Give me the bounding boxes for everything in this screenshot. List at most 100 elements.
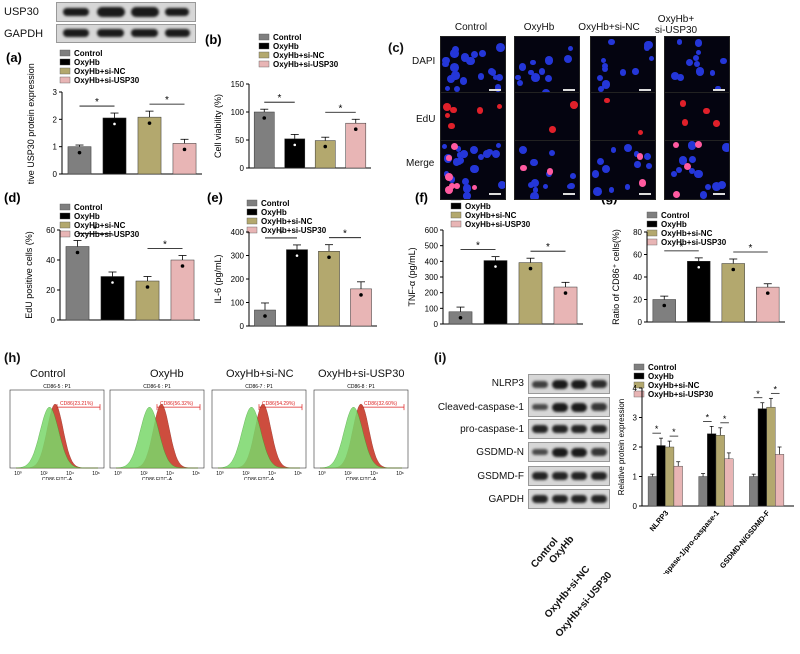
- legend-label-control: Control: [661, 211, 689, 220]
- sig-star: *: [476, 241, 480, 252]
- blot-band: [551, 447, 568, 457]
- data-point: [110, 280, 115, 285]
- blot-label-gsdmd-f: GSDMD-F: [477, 471, 524, 482]
- edu-cell: [444, 112, 450, 119]
- gate-label: CD86(54.29%): [262, 401, 295, 407]
- y-tick-label: 80: [633, 228, 642, 237]
- flow-title-oxyhb: OxyHb: [150, 368, 184, 380]
- data-point: [75, 250, 80, 255]
- blot-band: [590, 448, 607, 456]
- bar-control: [65, 246, 90, 321]
- nucleus: [648, 55, 655, 61]
- nucleus: [493, 75, 499, 81]
- flow-title-sinc: OxyHb+si-NC: [226, 368, 294, 380]
- nucleus: [699, 191, 708, 199]
- legend-label-sinc: OxyHb+si-NC: [648, 381, 700, 390]
- nucleus: [624, 183, 631, 190]
- edu-cell: [446, 155, 452, 161]
- data-point: [145, 285, 150, 289]
- sig-star: *: [706, 412, 710, 422]
- nucleus: [451, 71, 460, 80]
- bar-siusp30: [553, 286, 578, 325]
- flow-title-control: Control: [30, 368, 66, 380]
- data-point: [458, 315, 463, 320]
- data-point: [528, 266, 533, 271]
- edu-cell: [549, 125, 557, 133]
- nucleus: [608, 187, 615, 193]
- y-axis-label: Ratio of CD86⁺ cells(%): [611, 229, 621, 325]
- sig-star: *: [723, 414, 727, 424]
- edu-cell: [672, 190, 681, 199]
- chart-d: (d) ControlOxyHbOxyHb+si-NCOxyHb+si-USP30…: [4, 190, 200, 325]
- y-tick-label: 1: [633, 473, 638, 482]
- y-axis-label: Relative USP30 protein expression: [26, 63, 36, 184]
- nucleus: [455, 158, 462, 165]
- nucleus: [530, 192, 540, 199]
- legend-label-sinc: OxyHb+si-NC: [74, 67, 126, 76]
- micro-image-merge-2: [590, 140, 656, 200]
- y-tick-label: 400: [425, 257, 439, 266]
- histogram-control: [115, 407, 198, 469]
- y-tick-label: 60: [46, 226, 55, 235]
- y-tick-label: 500: [425, 242, 439, 251]
- bar-control: [749, 476, 759, 507]
- nucleus: [601, 80, 611, 89]
- y-tick-label: 0: [240, 164, 245, 173]
- legend-label-sinc: OxyHb+si-NC: [261, 217, 313, 226]
- bar-oxyhb: [284, 138, 306, 169]
- nucleus: [477, 154, 484, 160]
- blot-strip-1: [528, 397, 610, 417]
- y-tick-label: 100: [231, 299, 245, 308]
- bar-sinc: [766, 406, 776, 507]
- y-tick-label: 0: [240, 322, 245, 331]
- nucleus: [568, 182, 576, 190]
- chart-a: (a) ControlOxyHbOxyHb+si-NCOxyHb+si-USP30…: [6, 49, 202, 184]
- legend-swatch-sinc: [646, 229, 658, 237]
- bar-control: [647, 476, 657, 507]
- sig-star: *: [278, 93, 282, 104]
- nucleus: [678, 155, 688, 165]
- blot-strip-2: [528, 419, 610, 439]
- edu-cell: [569, 101, 578, 109]
- legend-label-siusp30: OxyHb+si-USP30: [261, 226, 327, 235]
- edu-cell: [703, 108, 710, 115]
- edu-cell: [471, 185, 477, 191]
- legend-label-siusp30: OxyHb+si-USP30: [465, 220, 531, 229]
- nucleus: [671, 170, 677, 177]
- nucleus: [688, 156, 696, 164]
- nucleus: [601, 65, 609, 73]
- bar-control: [67, 146, 92, 175]
- flow-header: CD86-8 : P1: [347, 384, 375, 390]
- micro-image-merge-0: [440, 140, 506, 200]
- legend-swatch-sinc: [246, 217, 258, 225]
- nucleus: [463, 192, 471, 199]
- col-label-sinc: OxyHb+si-NC: [578, 22, 640, 33]
- nucleus: [530, 158, 538, 166]
- nucleus: [518, 63, 527, 71]
- bar-oxyhb: [687, 261, 711, 323]
- panel-label-e: (e): [207, 190, 223, 205]
- bar-sinc: [715, 434, 725, 507]
- blot-band: [551, 379, 568, 389]
- blot-band: [571, 379, 587, 389]
- micro-image-merge-1: [514, 140, 580, 200]
- nucleus: [671, 71, 680, 80]
- nucleus: [442, 56, 450, 65]
- y-tick-label: 100: [231, 108, 245, 117]
- bar-oxyhb: [102, 117, 127, 175]
- nucleus: [471, 51, 479, 59]
- scale-bar: [489, 193, 501, 195]
- edu-cell: [496, 103, 502, 109]
- flow-x-tick: 10⁴: [166, 471, 174, 477]
- legend-swatch-oxyhb: [258, 42, 270, 50]
- panel-label-i: (i): [434, 350, 447, 365]
- nucleus: [446, 74, 455, 83]
- micro-image-dapi-0: [440, 36, 506, 96]
- data-point: [147, 121, 152, 125]
- chart-f: (f)ControlOxyHbOxyHb+si-NCOxyHb+si-USP30…: [407, 190, 583, 329]
- nucleus: [601, 57, 607, 64]
- nucleus: [564, 54, 573, 63]
- bar-oxyhb: [483, 260, 508, 325]
- legend-swatch-siusp30: [258, 60, 270, 68]
- y-tick-label: 1: [53, 143, 58, 152]
